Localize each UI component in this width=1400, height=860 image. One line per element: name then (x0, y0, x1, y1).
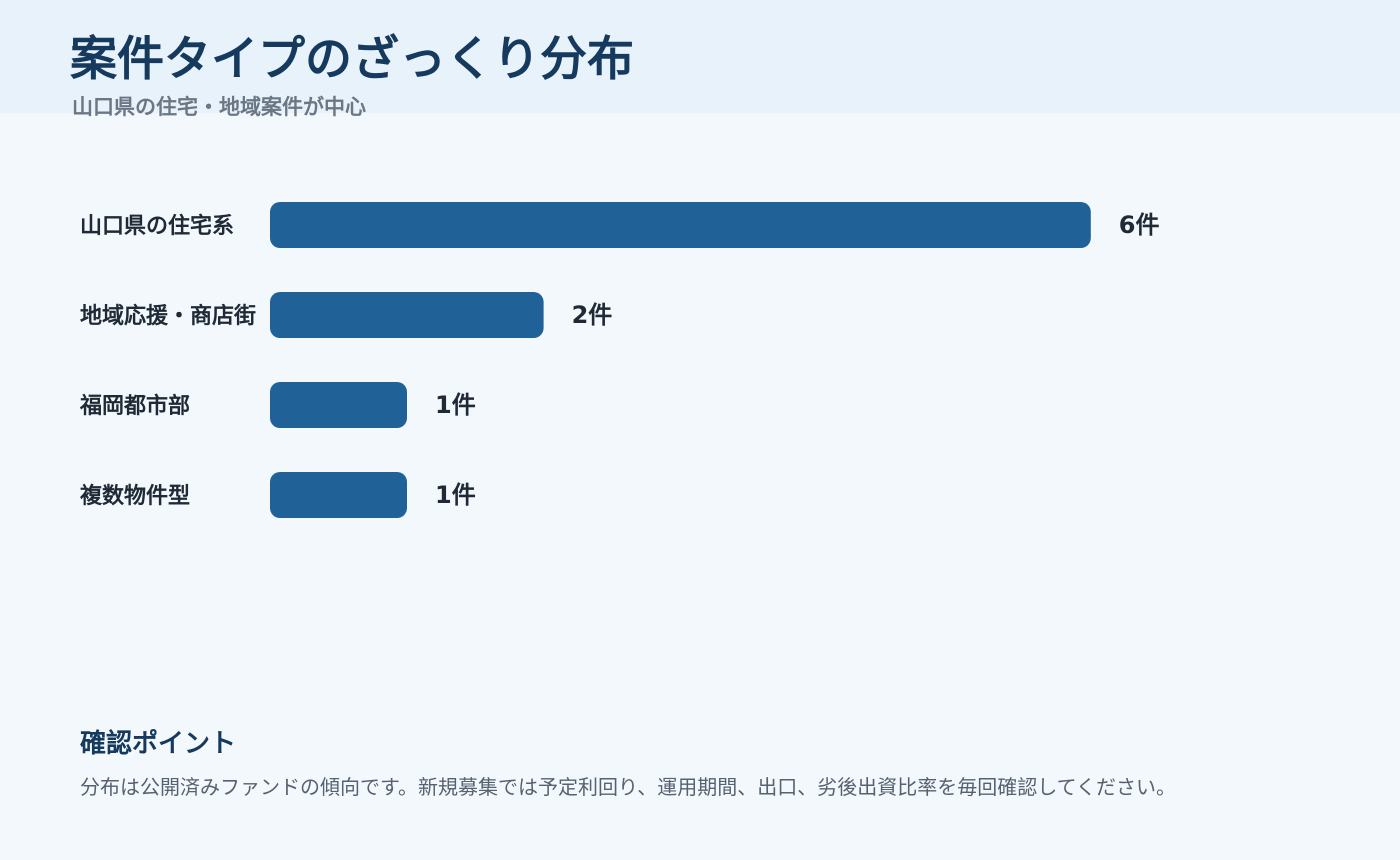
page-subtitle: 山口県の住宅・地域案件が中心 (72, 95, 366, 119)
value-label: 1件 (435, 481, 476, 509)
category-label: 福岡都市部 (79, 393, 190, 419)
category-label: 地域応援・商店街 (80, 303, 256, 329)
category-label: 複数物件型 (80, 483, 190, 509)
bar (270, 292, 544, 338)
header-band (0, 0, 1400, 113)
value-label: 6件 (1119, 211, 1160, 239)
value-label: 1件 (435, 391, 476, 419)
bar (270, 382, 407, 428)
page-title: 案件タイプのざっくり分布 (70, 32, 634, 87)
category-label: 山口県の住宅系 (80, 213, 234, 239)
bar (270, 202, 1091, 248)
check-points-note: 分布は公開済みファンドの傾向です。新規募集では予定利回り、運用期間、出口、劣後出… (80, 775, 1176, 799)
bar (270, 472, 407, 518)
check-points-title: 確認ポイント (80, 729, 237, 759)
value-label: 2件 (572, 301, 613, 329)
